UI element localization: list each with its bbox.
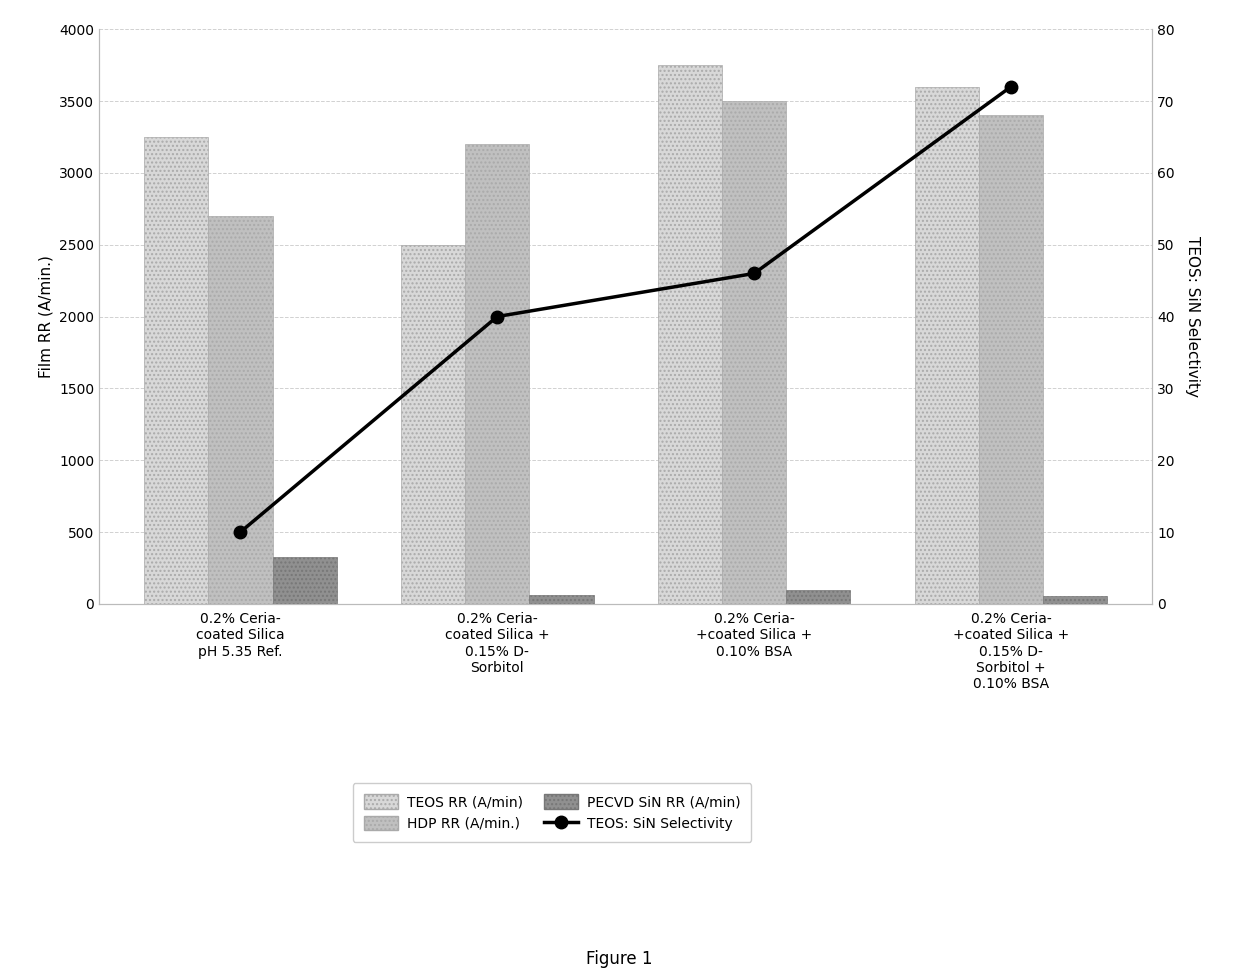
Y-axis label: Film RR (A/min.): Film RR (A/min.) <box>38 255 53 378</box>
Bar <box>273 557 337 604</box>
Bar <box>1043 596 1108 604</box>
Bar <box>401 244 465 604</box>
Bar <box>465 144 529 604</box>
TEOS: SiN Selectivity: (3, 72): SiN Selectivity: (3, 72) <box>1004 81 1018 93</box>
Bar <box>658 65 722 604</box>
Bar <box>529 594 593 604</box>
Legend: TEOS RR (A/min), HDP RR (A/min.), PECVD SiN RR (A/min), TEOS: SiN Selectivity: TEOS RR (A/min), HDP RR (A/min.), PECVD … <box>353 783 751 842</box>
Line: TEOS: SiN Selectivity: TEOS: SiN Selectivity <box>234 81 1017 539</box>
Text: Figure 1: Figure 1 <box>586 951 653 968</box>
TEOS: SiN Selectivity: (2, 46): SiN Selectivity: (2, 46) <box>747 268 762 280</box>
Bar <box>722 101 787 604</box>
Bar <box>144 137 208 604</box>
TEOS: SiN Selectivity: (0, 10): SiN Selectivity: (0, 10) <box>233 526 248 538</box>
TEOS: SiN Selectivity: (1, 40): SiN Selectivity: (1, 40) <box>489 311 504 322</box>
Bar <box>914 87 979 604</box>
Y-axis label: TEOS: SiN Selectivity: TEOS: SiN Selectivity <box>1184 236 1199 397</box>
Bar <box>979 116 1043 604</box>
Bar <box>787 589 850 604</box>
Bar <box>208 216 273 604</box>
